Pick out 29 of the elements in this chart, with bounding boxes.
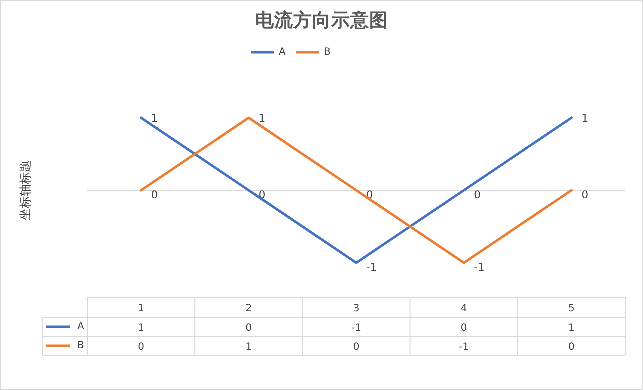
data-label: 0	[353, 342, 360, 353]
x-tick-label: 2	[246, 304, 252, 314]
data-label: 0	[460, 323, 468, 334]
annotation: 1	[582, 112, 588, 125]
annotation: -1	[366, 261, 378, 274]
text: B	[78, 340, 84, 352]
chart-title: 电流方向示意图	[256, 10, 388, 32]
annotation: 1	[151, 112, 158, 125]
data-label: -1	[459, 342, 470, 353]
data-label: 0	[138, 342, 144, 353]
legend-label: B	[324, 47, 331, 58]
text: A	[78, 322, 84, 332]
data-label: 0	[246, 323, 252, 334]
x-tick-label: 4	[460, 304, 468, 314]
annotation: -1	[474, 261, 485, 274]
data-label: 1	[246, 342, 252, 353]
annotation: 0	[474, 188, 482, 202]
x-tick-label: 5	[568, 304, 575, 314]
data-label: -1	[352, 323, 362, 334]
annotation: 1	[258, 112, 266, 125]
x-tick-label: 3	[353, 304, 360, 314]
annotation: 0	[151, 188, 158, 202]
legend-label: A	[279, 47, 286, 58]
data-label: 1	[138, 323, 144, 334]
data-label: 0	[568, 342, 575, 353]
x-tick-label: 1	[138, 304, 144, 314]
data-label: 1	[568, 323, 575, 334]
y-axis-title: 坐标轴标题	[18, 160, 32, 220]
annotation: 0	[582, 188, 589, 202]
